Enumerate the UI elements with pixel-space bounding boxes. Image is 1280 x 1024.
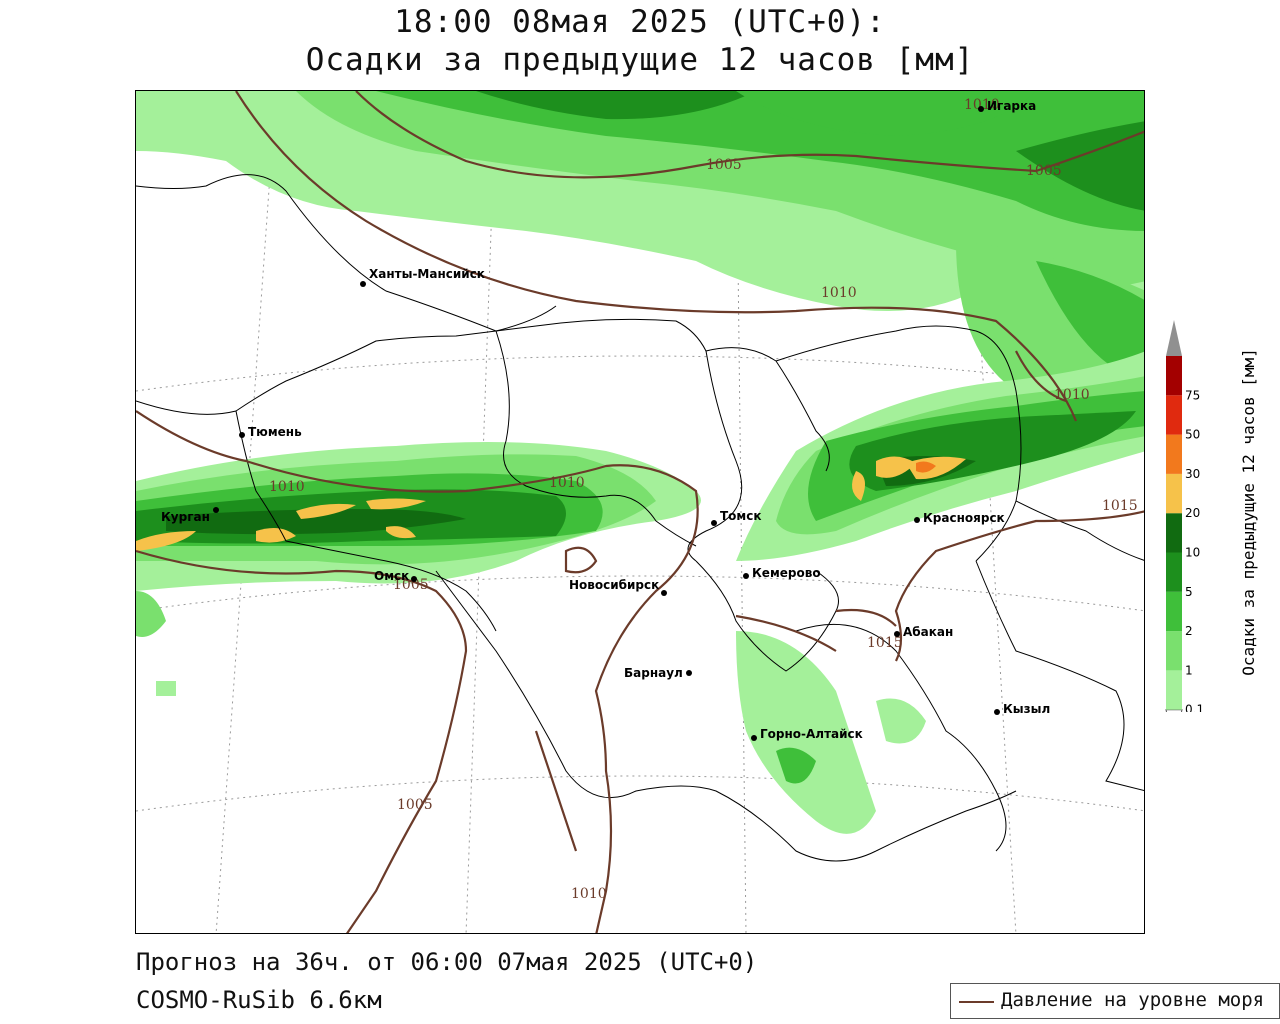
city-dot-tyumen <box>239 432 245 438</box>
colorbar-tick-label: 50 <box>1185 428 1200 442</box>
colorbar-swatch <box>1166 513 1182 553</box>
colorbar-swatch <box>1166 591 1182 632</box>
isobar-label: 1010 <box>549 475 585 491</box>
city-label-krasnoyarsk: Красноярск <box>923 511 1005 525</box>
city-label-abakan: Абакан <box>903 625 953 639</box>
city-label-gorno-altaysk: Горно-Алтайск <box>760 727 863 741</box>
isobar-label: 1010 <box>1054 387 1090 403</box>
colorbar-swatch <box>1166 552 1182 592</box>
city-dot-abakan <box>894 631 900 637</box>
city-dot-omsk <box>411 576 417 582</box>
colorbar-tick-label: 30 <box>1185 467 1200 481</box>
model-name: COSMO-RuSib 6.6км <box>136 986 382 1014</box>
city-dot-barnaul <box>686 670 692 676</box>
pressure-legend-label: Давление на уровне моря <box>1001 989 1265 1011</box>
city-label-kurgan: Курган <box>161 510 210 524</box>
isobar-label: 1010 <box>821 285 857 301</box>
colorbar-swatches <box>1165 320 1183 746</box>
isobar-label: 1010 <box>964 97 1000 113</box>
city-label-omsk: Омск <box>374 569 409 583</box>
city-label-kemerovo: Кемерово <box>752 566 821 580</box>
pressure-line-swatch <box>959 1001 994 1003</box>
colorbar-swatch <box>1166 670 1182 710</box>
region-boundaries <box>136 174 1144 862</box>
isobar-label: 1015 <box>1102 498 1138 514</box>
city-dot-novosibirsk <box>661 590 667 596</box>
precipitation-map: 1005 1005 1010 1010 1010 1010 1005 1015 … <box>135 90 1145 934</box>
precipitation-field <box>136 91 1144 834</box>
colorbar-tick-label: 0.1 <box>1185 703 1204 712</box>
isobar-label: 1015 <box>867 635 903 651</box>
isobar-label: 1005 <box>393 577 429 593</box>
city-dot-igarka <box>978 106 984 112</box>
colorbar-ticks: 0.1 1 2 5 10 20 30 50 75 <box>1185 388 1204 716</box>
city-dot-tomsk <box>711 520 717 526</box>
city-label-tyumen: Тюмень <box>248 425 302 439</box>
city-dot-khanty-mansiysk <box>360 281 366 287</box>
isobar-labels: 1005 1005 1010 1010 1010 1010 1005 1015 … <box>269 97 1138 902</box>
city-dot-kurgan <box>213 507 219 513</box>
isobar-label: 1005 <box>1026 163 1062 179</box>
colorbar-swatch <box>1166 395 1182 435</box>
colorbar-tick-label: 75 <box>1185 388 1200 402</box>
colorbar-underflow-arrow <box>1165 709 1183 746</box>
colorbar-swatch <box>1166 434 1182 474</box>
colorbar-tick-label: 5 <box>1185 585 1193 599</box>
pressure-legend: Давление на уровне моря <box>950 983 1280 1019</box>
forecast-info: Прогноз на 36ч. от 06:00 07мая 2025 (UTC… <box>136 948 758 976</box>
isobar-label: 1005 <box>397 797 433 813</box>
isobars <box>136 91 1144 933</box>
graticule <box>136 91 1144 933</box>
colorbar-tick-label: 10 <box>1185 546 1200 560</box>
city-label-kyzyl: Кызыл <box>1003 702 1050 716</box>
city-label-novosibirsk: Новосибирск <box>569 578 659 592</box>
map-title-time: 18:00 08мая 2025 (UTC+0): <box>394 4 886 40</box>
colorbar-swatch <box>1166 631 1182 671</box>
city-dot-gorno-altaysk <box>751 735 757 741</box>
colorbar-swatch <box>1166 356 1182 396</box>
city-dot-kyzyl <box>994 709 1000 715</box>
isobar-label: 1010 <box>269 479 305 495</box>
city-label-barnaul: Барнаул <box>624 666 683 680</box>
city-dot-kemerovo <box>743 573 749 579</box>
colorbar-swatch <box>1166 473 1182 514</box>
city-label-tomsk: Томск <box>720 509 762 523</box>
city-dot-krasnoyarsk <box>914 517 920 523</box>
colorbar-title: Осадки за предыдущие 12 часов [мм] <box>1239 348 1258 676</box>
city-label-khanty-mansiysk: Ханты-Мансийск <box>369 267 485 281</box>
colorbar-tick-label: 1 <box>1185 663 1193 677</box>
city-markers: Ханты-Мансийск Тюмень Курган Омск Новоси… <box>161 99 1050 741</box>
isobar-label: 1005 <box>706 157 742 173</box>
map-title-variable: Осадки за предыдущие 12 часов [мм] <box>305 42 975 78</box>
colorbar-overflow-arrow <box>1166 320 1182 356</box>
city-label-igarka: Игарка <box>987 99 1036 113</box>
colorbar-tick-label: 2 <box>1185 624 1193 638</box>
isobar-label: 1010 <box>571 886 607 902</box>
precipitation-colorbar: 0.1 1 2 5 10 20 30 50 75 Осадки за предыдущие 12… <box>1160 312 1280 746</box>
colorbar-tick-label: 20 <box>1185 506 1200 520</box>
